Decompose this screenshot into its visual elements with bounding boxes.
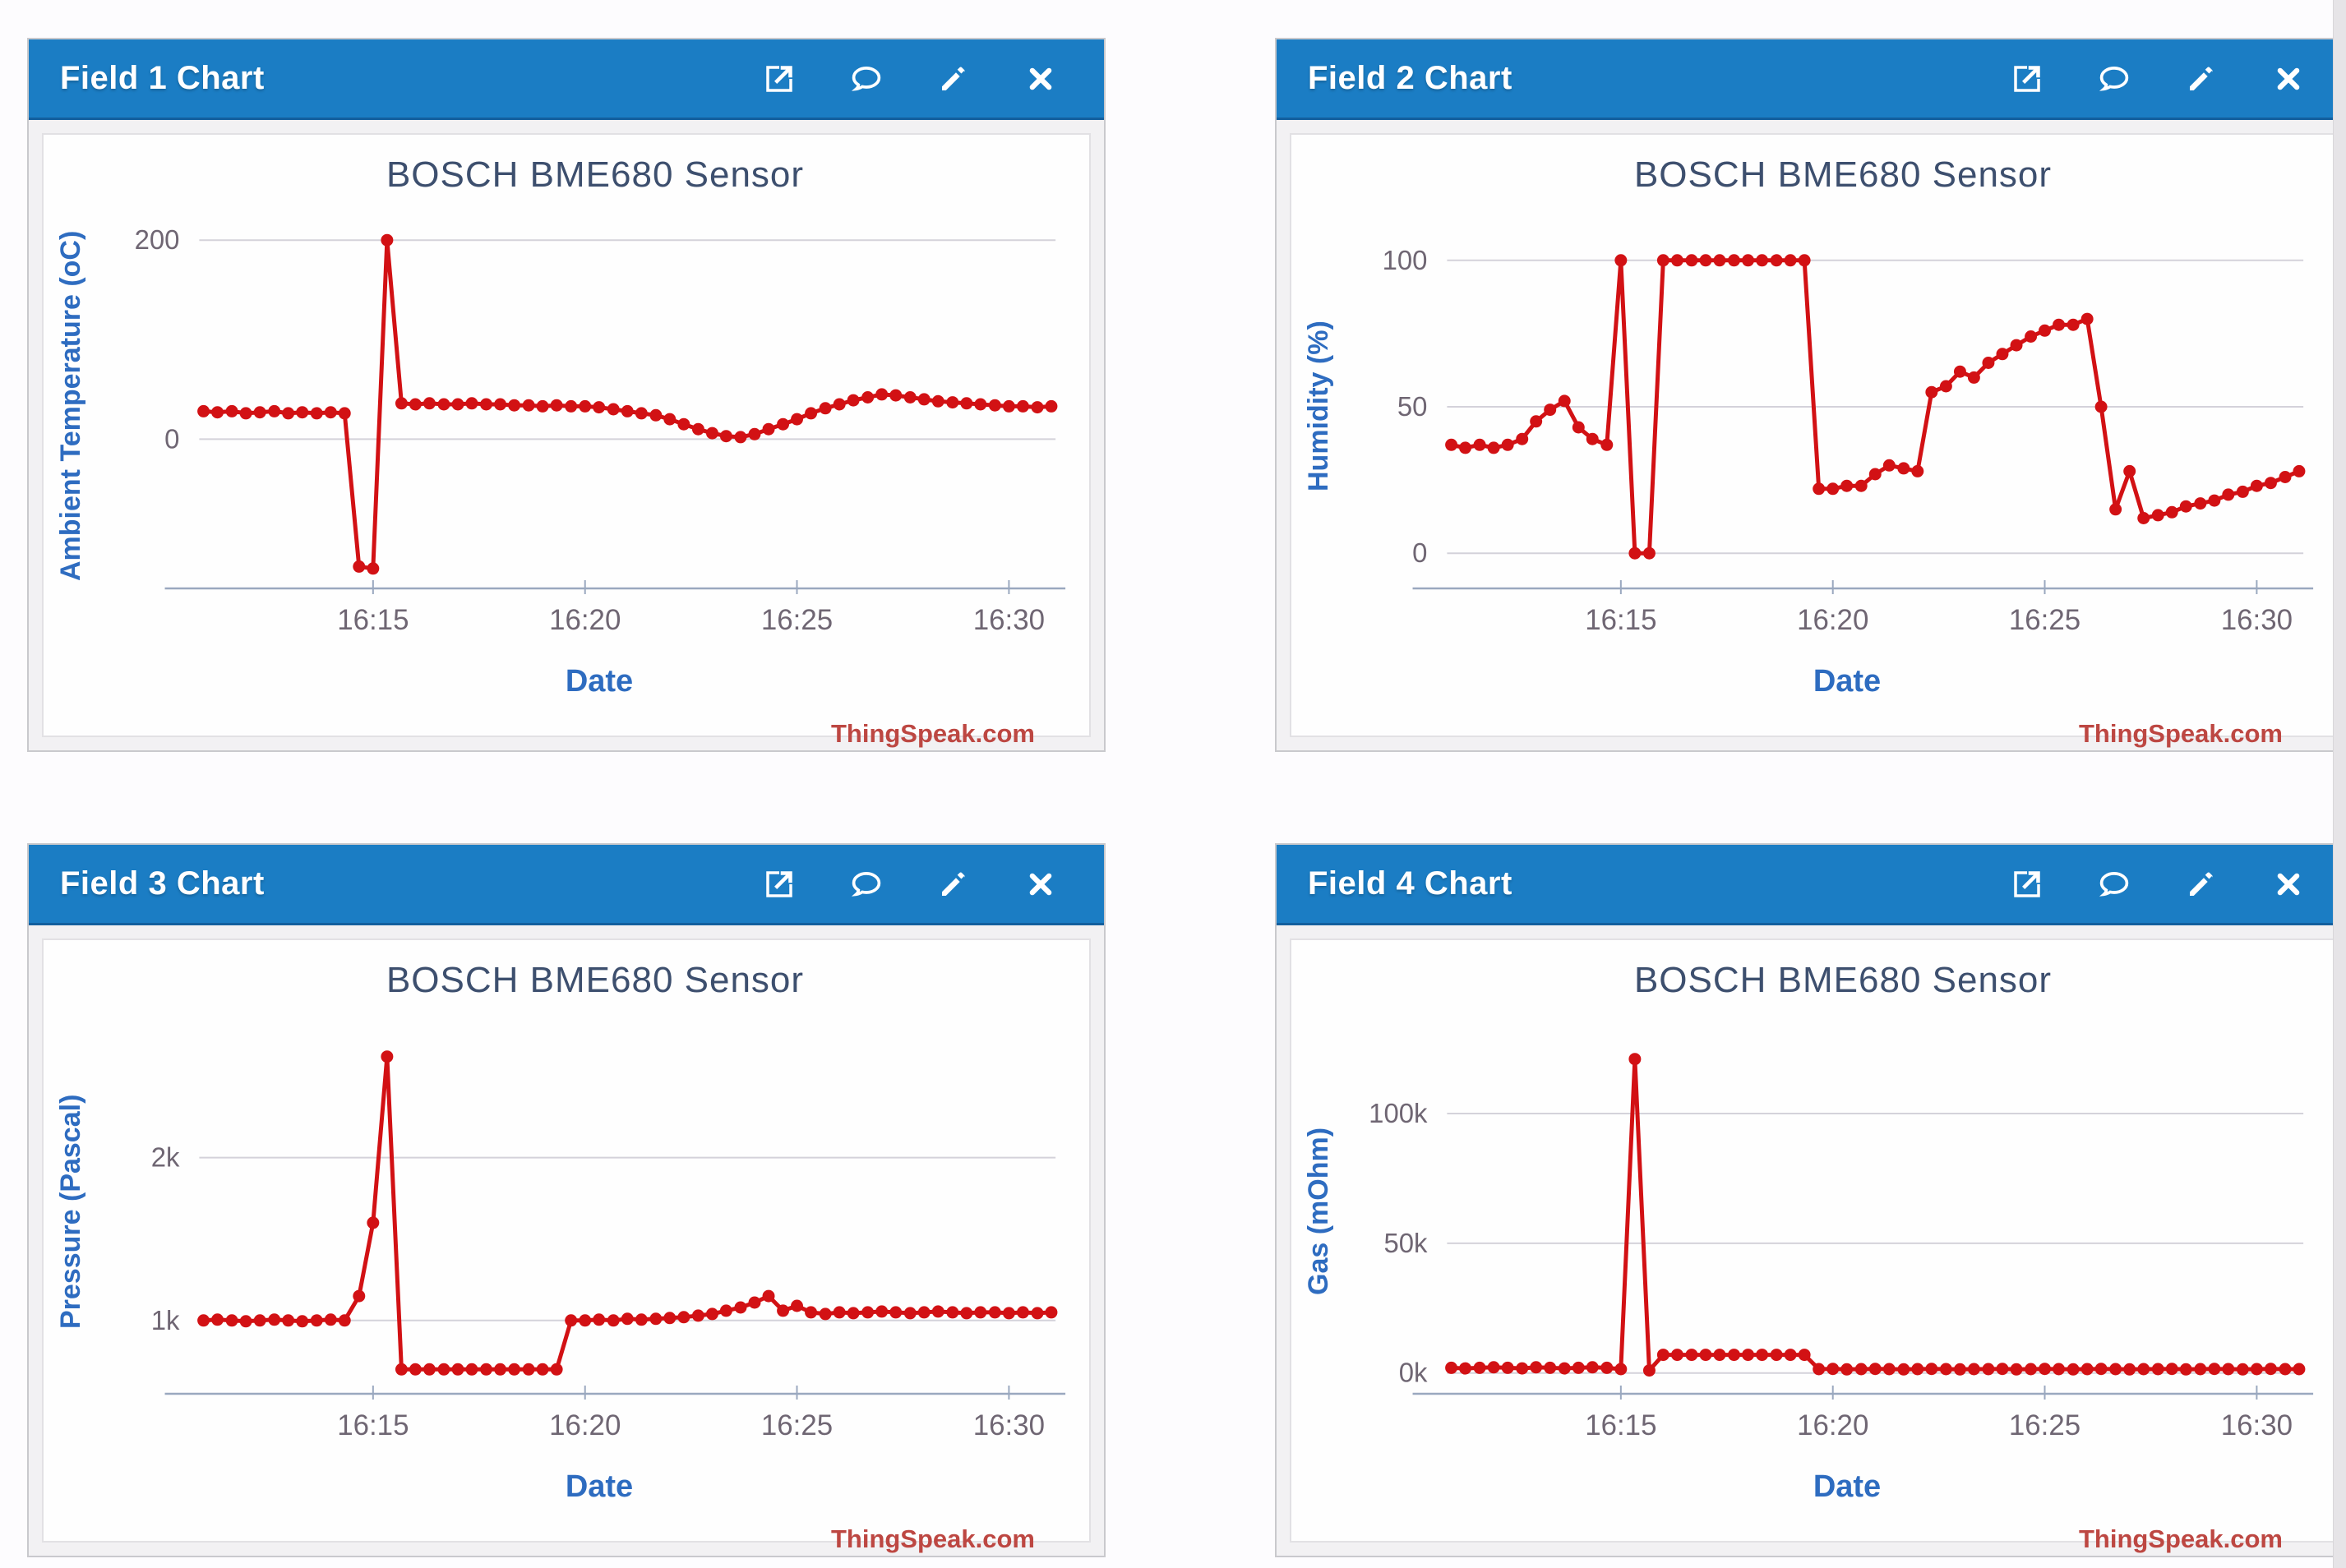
pressure-line-chart: 2k 1k 16:15 16:20 16:25 16:30 xyxy=(151,1050,1066,1441)
svg-text:16:25: 16:25 xyxy=(2009,604,2080,636)
svg-text:0: 0 xyxy=(164,423,179,454)
svg-text:16:25: 16:25 xyxy=(761,1409,833,1441)
panel-title: Field 1 Chart xyxy=(60,60,265,96)
svg-text:16:20: 16:20 xyxy=(549,604,621,636)
svg-text:16:25: 16:25 xyxy=(2009,1409,2080,1441)
y-axis-label: Gas (mOhm) xyxy=(1303,1127,1334,1296)
panel-actions xyxy=(2010,62,2306,96)
dashboard-grid: Field 1 Chart BOSCH BME680 Sensor Ambien… xyxy=(27,38,2346,1557)
chart-title: BOSCH BME680 Sensor xyxy=(1633,154,2053,195)
svg-text:16:15: 16:15 xyxy=(337,604,409,636)
scrollbar[interactable] xyxy=(2333,0,2346,1568)
panel-header: Field 1 Chart xyxy=(29,39,1104,120)
svg-text:50k: 50k xyxy=(1383,1228,1428,1258)
svg-text:100: 100 xyxy=(1383,245,1428,275)
y-axis-label: Ambient Temperature (oC) xyxy=(55,230,86,582)
field-2-chart-panel: Field 2 Chart BOSCH BME680 Sensor Humidi… xyxy=(1275,38,2346,752)
chart-card: BOSCH BME680 Sensor Gas (mOhm) 100k 50k 0k… xyxy=(1290,938,2339,1553)
panel-actions xyxy=(762,62,1058,96)
thingspeak-link[interactable]: ThingSpeak.com xyxy=(830,719,1035,748)
comment-icon[interactable] xyxy=(849,62,884,96)
thingspeak-link[interactable]: ThingSpeak.com xyxy=(830,1524,1035,1553)
svg-text:16:30: 16:30 xyxy=(2221,604,2293,636)
chart-card: BOSCH BME680 Sensor Ambient Temperature … xyxy=(42,133,1091,748)
panel-actions xyxy=(762,867,1058,902)
open-external-icon[interactable] xyxy=(762,62,797,96)
svg-text:16:15: 16:15 xyxy=(337,1409,409,1441)
edit-icon[interactable] xyxy=(2184,62,2219,96)
close-icon[interactable] xyxy=(1023,867,1058,902)
edit-icon[interactable] xyxy=(2184,867,2219,902)
panel-header: Field 2 Chart xyxy=(1277,39,2346,120)
comment-icon[interactable] xyxy=(2097,62,2131,96)
svg-text:0k: 0k xyxy=(1399,1358,1428,1388)
svg-text:16:20: 16:20 xyxy=(1797,1409,1868,1441)
svg-text:16:15: 16:15 xyxy=(1585,1409,1656,1441)
temperature-line-chart: 200 0 16:15 16:20 16:25 16:30 xyxy=(135,224,1066,636)
field-1-chart-panel: Field 1 Chart BOSCH BME680 Sensor Ambien… xyxy=(27,38,1106,752)
chart-card: BOSCH BME680 Sensor Pressure (Pascal) 2k… xyxy=(42,938,1091,1553)
panel-title: Field 2 Chart xyxy=(1308,60,1512,96)
comment-icon[interactable] xyxy=(2097,867,2131,902)
panel-title: Field 3 Chart xyxy=(60,865,265,902)
open-external-icon[interactable] xyxy=(2010,867,2044,902)
chart-title: BOSCH BME680 Sensor xyxy=(386,154,805,195)
panel-header: Field 4 Chart xyxy=(1277,845,2346,925)
close-icon[interactable] xyxy=(2271,867,2306,902)
field-4-chart-panel: Field 4 Chart BOSCH BME680 Sensor Gas (m… xyxy=(1275,843,2346,1557)
svg-text:16:30: 16:30 xyxy=(973,1409,1045,1441)
chart-card: BOSCH BME680 Sensor Humidity (%) 100 50 0 1… xyxy=(1290,133,2339,748)
svg-text:16:15: 16:15 xyxy=(1585,604,1656,636)
svg-text:1k: 1k xyxy=(151,1305,180,1335)
edit-icon[interactable] xyxy=(936,867,971,902)
gas-line-chart: 100k 50k 0k 16:15 16:20 16:25 16:30 xyxy=(1369,1053,2314,1441)
svg-text:16:20: 16:20 xyxy=(549,1409,621,1441)
svg-text:2k: 2k xyxy=(151,1142,180,1173)
panel-header: Field 3 Chart xyxy=(29,845,1104,925)
comment-icon[interactable] xyxy=(849,867,884,902)
edit-icon[interactable] xyxy=(936,62,971,96)
x-axis-label: Date xyxy=(565,664,634,699)
chart-title: BOSCH BME680 Sensor xyxy=(386,960,805,1000)
panel-actions xyxy=(2010,867,2306,902)
y-axis-label: Pressure (Pascal) xyxy=(55,1094,86,1329)
x-axis-label: Date xyxy=(1813,664,1882,699)
svg-text:16:30: 16:30 xyxy=(973,604,1045,636)
close-icon[interactable] xyxy=(2271,62,2306,96)
svg-text:200: 200 xyxy=(135,224,180,255)
thingspeak-link[interactable]: ThingSpeak.com xyxy=(2078,719,2283,748)
svg-text:0: 0 xyxy=(1412,537,1427,568)
x-axis-label: Date xyxy=(1813,1469,1882,1504)
thingspeak-link[interactable]: ThingSpeak.com xyxy=(2078,1524,2283,1553)
humidity-line-chart: 100 50 0 16:15 16:20 16:25 16:30 xyxy=(1383,245,2314,636)
chart-title: BOSCH BME680 Sensor xyxy=(1633,960,2053,1000)
svg-text:16:20: 16:20 xyxy=(1797,604,1868,636)
svg-text:100k: 100k xyxy=(1369,1098,1428,1128)
open-external-icon[interactable] xyxy=(2010,62,2044,96)
svg-text:16:25: 16:25 xyxy=(761,604,833,636)
x-axis-label: Date xyxy=(565,1469,634,1504)
close-icon[interactable] xyxy=(1023,62,1058,96)
panel-title: Field 4 Chart xyxy=(1308,865,1512,902)
y-axis-label: Humidity (%) xyxy=(1303,321,1334,491)
field-3-chart-panel: Field 3 Chart BOSCH BME680 Sensor Pressu… xyxy=(27,843,1106,1557)
svg-text:50: 50 xyxy=(1397,391,1428,422)
open-external-icon[interactable] xyxy=(762,867,797,902)
svg-text:16:30: 16:30 xyxy=(2221,1409,2293,1441)
